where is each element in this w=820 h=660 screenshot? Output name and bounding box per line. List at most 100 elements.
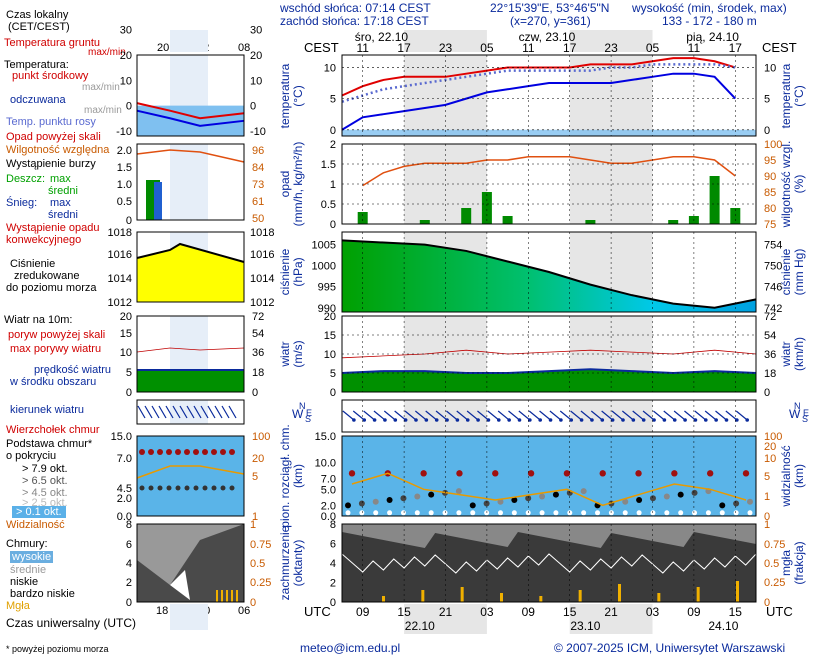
legend-local-hour: 20 <box>157 42 170 54</box>
legend-wind-arrow <box>144 405 153 419</box>
tick-label: 4 <box>330 558 336 570</box>
legend-low: niskie <box>10 576 39 588</box>
legend-wind-dir: kierunek wiatru <box>10 404 84 416</box>
wind-arrow-head <box>704 418 708 422</box>
compass-letter: N <box>794 401 801 411</box>
night-band <box>404 232 487 312</box>
cloud-low-point <box>733 510 739 516</box>
precip-left-label: opad (mm/h, kg/m²/h) <box>278 142 305 227</box>
tick-label: 1 <box>764 519 770 531</box>
night-band <box>404 524 487 602</box>
legend-rain-max: max <box>50 173 71 185</box>
tick-label: 20 <box>764 441 776 453</box>
legend-tick: 4.5 <box>117 483 132 495</box>
visibility-line <box>351 472 747 507</box>
wind-arrow <box>663 410 676 421</box>
footer-email[interactable]: meteo@icm.edu.pl <box>300 641 401 655</box>
temp-right-label-line2: (°C) <box>792 85 806 107</box>
legend-panel-border <box>136 54 245 137</box>
cloud-top-point <box>492 470 499 477</box>
legend-tick: 0.25 <box>250 577 271 589</box>
wind-area <box>342 369 756 392</box>
legend-wind-arrow <box>228 405 237 419</box>
cloud-base-point <box>345 502 351 509</box>
legend-cover-bg <box>137 524 244 602</box>
legend-pressure-area <box>137 244 244 302</box>
legend-cloud-base <box>211 485 217 491</box>
legend-cloud-top: Wierzchołek chmur <box>6 424 100 436</box>
wind-arrow-head <box>600 418 605 422</box>
cloud-top-point <box>348 470 356 477</box>
tick-label: 72 <box>764 311 776 323</box>
panel-bg <box>342 144 756 224</box>
hour-label-bottom: 21 <box>439 605 453 619</box>
elevation-title: wysokość (min, środek, max) <box>632 1 787 15</box>
wind-arrow <box>684 410 696 421</box>
legend-panel-bg <box>137 316 244 392</box>
cloud-base-point <box>539 493 546 500</box>
cover-right-label-line2: (frakcja) <box>792 541 806 585</box>
fog-bar <box>421 590 425 602</box>
cloud-base-point <box>358 500 365 507</box>
legend-local-time-sub: (CET/CEST) <box>8 21 70 33</box>
legend-tick: 100 <box>252 431 270 443</box>
legend-tick: 2.0 <box>117 145 132 157</box>
sunset-text: zachód słońca: 17:18 CEST <box>280 14 429 28</box>
wind-arrow-head <box>517 418 522 422</box>
cloud-low-point <box>692 510 698 516</box>
cloud-base-point <box>622 498 629 505</box>
wind-arrow <box>528 410 541 421</box>
legend-night-band <box>170 316 208 392</box>
wind-left-label-line2: (m/s) <box>291 340 305 368</box>
legend-wind-arrow <box>214 405 223 419</box>
legend-night-band <box>170 436 208 516</box>
pressure-left-label: ciśnienie (hPa) <box>278 249 305 296</box>
wind-arrow-head <box>683 418 687 422</box>
legend-conv2: konwekcyjnego <box>6 234 82 246</box>
wind-arrow <box>373 410 386 421</box>
tick-label: 2.0 <box>321 500 336 512</box>
elevation-values: 133 - 172 - 180 m <box>662 14 757 28</box>
wind-arrow <box>425 410 438 421</box>
cloud-base-point <box>636 497 643 503</box>
wind-arrow <box>590 410 603 421</box>
cloud-base-point <box>580 488 587 495</box>
cloud-base-point <box>469 502 476 509</box>
wind-arrow <box>518 410 531 421</box>
legend-cloud-top <box>229 449 235 455</box>
cloud-low-point <box>539 510 545 516</box>
wind-arrow-head <box>735 418 739 422</box>
cloud-base-point <box>372 498 379 505</box>
wind-arrow <box>487 410 500 421</box>
precip-bar <box>461 208 472 224</box>
legend-tick: 20 <box>252 453 264 465</box>
cover-line <box>341 553 757 574</box>
wind-arrow <box>653 410 665 421</box>
wind-arrow <box>342 410 355 421</box>
legend-cloud-top <box>148 449 154 455</box>
cloud-left-label-line2: (km) <box>291 464 305 489</box>
cloud-base-point <box>428 491 435 498</box>
tick-label: 10 <box>324 62 336 74</box>
legend-tick: 61 <box>252 196 264 208</box>
legend-tick: 20 <box>120 311 132 323</box>
hour-label-top: 11 <box>522 41 535 55</box>
wind-arrow-head <box>579 418 584 422</box>
wind-arrow-head <box>714 418 718 422</box>
wind-arrow-head <box>497 418 501 422</box>
wind-arrow-head <box>538 418 542 422</box>
wind-arrow <box>673 410 686 421</box>
cloud-low-point <box>608 510 614 516</box>
hour-label-bottom: 21 <box>604 605 618 619</box>
legend-tick: 30 <box>120 25 132 37</box>
legend-tick: 0 <box>252 387 258 399</box>
tick-label: 10 <box>764 62 776 74</box>
legend-cloud-base <box>139 485 145 491</box>
tz-label: CEST <box>304 40 339 55</box>
legend-tick: 15.0 <box>111 431 132 443</box>
panel-border <box>341 143 757 225</box>
legend-night-band <box>170 400 208 424</box>
precip-right-label: wilgotność wzgl. (%) <box>779 141 806 228</box>
legend-cloud-base <box>175 485 181 491</box>
